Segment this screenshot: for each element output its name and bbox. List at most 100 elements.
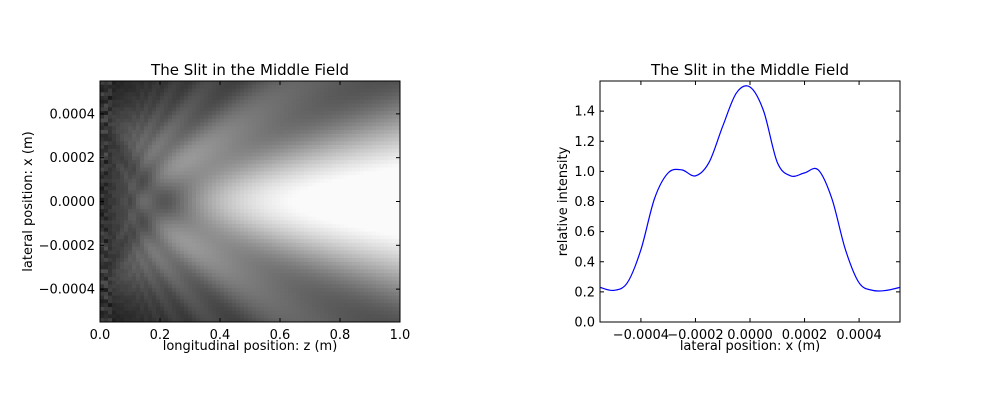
heatmap-cell	[196, 81, 201, 86]
heatmap-cell	[376, 190, 381, 195]
heatmap-cell	[148, 178, 153, 184]
heatmap-cell	[228, 118, 233, 124]
heatmap-cell	[100, 310, 105, 316]
heatmap-cell	[360, 299, 365, 304]
heatmap-cell	[388, 178, 393, 184]
heatmap-cell	[124, 178, 129, 184]
heatmap-cell	[120, 265, 125, 270]
heatmap-cell	[112, 160, 117, 165]
heatmap-cell	[376, 306, 381, 312]
heatmap-cell	[204, 280, 209, 285]
heatmap-cell	[224, 171, 229, 176]
heatmap-cell	[216, 178, 221, 184]
heatmap-cell	[260, 261, 265, 267]
heatmap-cell	[204, 190, 209, 195]
heatmap-cell	[160, 171, 165, 176]
heatmap-cell	[276, 209, 281, 214]
heatmap-cell	[204, 310, 209, 316]
heatmap-cell	[312, 118, 317, 124]
heatmap-cell	[368, 190, 373, 195]
heatmap-cell	[176, 160, 181, 165]
heatmap-cell	[212, 280, 217, 285]
heatmap-cell	[120, 224, 125, 229]
heatmap-cell	[228, 299, 233, 304]
heatmap-cell	[380, 129, 385, 135]
heatmap-cell	[332, 118, 337, 124]
heatmap-cell	[324, 84, 329, 90]
heatmap-cell	[332, 81, 337, 86]
heatmap-cell	[108, 201, 113, 206]
heatmap-cell	[336, 137, 341, 142]
heatmap-cell	[332, 171, 337, 176]
heatmap-cell	[220, 163, 225, 169]
heatmap-cell	[308, 235, 313, 240]
heatmap-cell	[288, 235, 293, 240]
heatmap-cell	[156, 141, 161, 146]
heatmap-cell	[380, 84, 385, 90]
heatmap-cell	[240, 145, 245, 150]
heatmap-cell	[328, 178, 333, 184]
heatmap-cell	[124, 231, 129, 236]
heatmap-cell	[132, 276, 137, 282]
heatmap-cell	[216, 92, 221, 97]
heatmap-cell	[124, 235, 129, 240]
heatmap-cell	[120, 314, 125, 319]
heatmap-cell	[188, 291, 193, 297]
heatmap-cell	[396, 148, 400, 154]
heatmap-cell	[192, 273, 197, 278]
heatmap-cell	[188, 178, 193, 184]
heatmap-cell	[208, 186, 213, 191]
heatmap-cell	[368, 92, 373, 97]
heatmap-cell	[120, 190, 125, 195]
heatmap-cell	[328, 129, 333, 135]
heatmap-cell	[292, 318, 297, 322]
heatmap-cell	[296, 122, 301, 127]
heatmap-cell	[236, 126, 241, 131]
heatmap-cell	[200, 167, 205, 172]
heatmap-cell	[264, 284, 269, 289]
heatmap-cell	[196, 299, 201, 304]
heatmap-cell	[136, 306, 141, 312]
heatmap-cell	[164, 318, 169, 322]
heatmap-cell	[320, 145, 325, 150]
heatmap-cell	[256, 205, 261, 210]
heatmap-cell	[244, 122, 249, 127]
heatmap-cell	[172, 178, 177, 184]
heatmap-cell	[260, 288, 265, 293]
heatmap-cell	[300, 257, 305, 263]
heatmap-cell	[212, 92, 217, 97]
heatmap-cell	[228, 186, 233, 191]
heatmap-cell	[308, 111, 313, 116]
heatmap-cell	[108, 156, 113, 161]
heatmap-cell	[224, 84, 229, 90]
heatmap-cell	[332, 212, 337, 218]
heatmap-cell	[232, 254, 237, 259]
heatmap-cell	[284, 216, 289, 221]
heatmap-cell	[212, 239, 217, 244]
heatmap-cell	[396, 126, 400, 131]
heatmap-cell	[232, 265, 237, 270]
heatmap-cell	[360, 306, 365, 312]
heatmap-cell	[120, 182, 125, 188]
heatmap-cell	[144, 276, 149, 282]
heatmap-cell	[312, 284, 317, 289]
heatmap-cell	[212, 148, 217, 154]
heatmap-cell	[364, 273, 369, 278]
heatmap-cell	[204, 111, 209, 116]
heatmap-cell	[248, 126, 253, 131]
heatmap-cell	[232, 99, 237, 105]
heatmap-cell	[172, 246, 177, 252]
heatmap-cell	[208, 314, 213, 319]
heatmap-cell	[208, 178, 213, 184]
heatmap-cell	[280, 84, 285, 90]
heatmap-cell	[236, 122, 241, 127]
heatmap-cell	[196, 114, 201, 120]
heatmap-cell	[100, 299, 105, 304]
heatmap-cell	[340, 81, 345, 86]
heatmap-cell	[276, 201, 281, 206]
heatmap-cell	[380, 209, 385, 214]
heatmap-cell	[172, 227, 177, 233]
heatmap-cell	[120, 261, 125, 267]
heatmap-cell	[168, 156, 173, 161]
heatmap-cell	[384, 220, 389, 225]
